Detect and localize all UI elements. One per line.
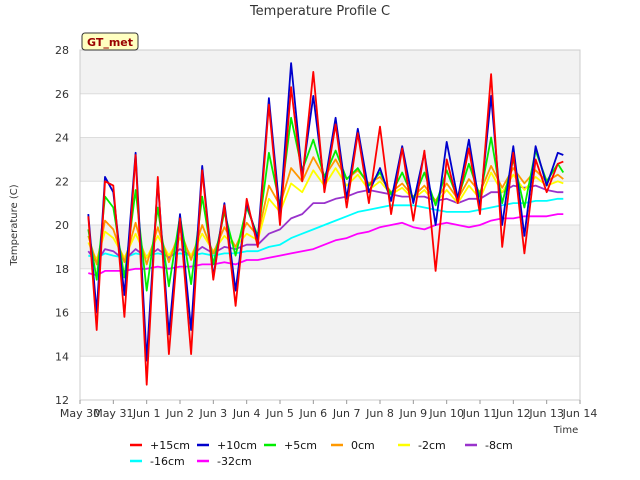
y-tick-label: 28 xyxy=(55,44,69,57)
x-tick-label: Jun 1 xyxy=(132,407,161,420)
legend-label: +10cm xyxy=(217,439,257,452)
plot-band xyxy=(80,356,580,400)
y-tick-label: 18 xyxy=(55,263,69,276)
y-tick-label: 12 xyxy=(55,394,69,407)
x-tick-label: Jun 12 xyxy=(495,407,531,420)
plot-band xyxy=(80,93,580,138)
x-tick-label: Jun 14 xyxy=(562,407,598,420)
legend-label: +5cm xyxy=(284,439,317,452)
y-tick-label: 16 xyxy=(55,307,69,320)
y-tick-label: 22 xyxy=(55,175,69,188)
x-tick-label: Jun 3 xyxy=(198,407,227,420)
plot-band xyxy=(80,312,580,357)
badge-label: GT_met xyxy=(87,36,133,49)
plot-band xyxy=(80,268,580,313)
series-lines xyxy=(87,62,565,386)
x-axis-label: Time xyxy=(553,425,578,436)
y-tick-label: 26 xyxy=(55,88,69,101)
chart-title: Temperature Profile C xyxy=(249,4,390,19)
x-tick-label: May 30 xyxy=(60,407,100,420)
x-tick-label: Jun 13 xyxy=(528,407,564,420)
legend: +15cm +10cm +5cm 0cm -2cm -8cm -16cm -32cm xyxy=(130,439,513,468)
x-tick-label: May 31 xyxy=(93,407,133,420)
x-tick-label: Jun 6 xyxy=(298,407,327,420)
series-line--8cm xyxy=(87,184,564,264)
series-line--32cm xyxy=(88,213,564,277)
legend-label: -2cm xyxy=(418,439,446,452)
y-axis-ticks: 12 14 16 18 20 22 24 26 28 xyxy=(55,44,69,407)
y-tick-label: 20 xyxy=(55,219,69,232)
legend-label: -8cm xyxy=(485,439,513,452)
y-axis-label: Temperature (C) xyxy=(9,184,20,266)
plot-band xyxy=(80,181,580,225)
x-tick-label: Jun 8 xyxy=(365,407,394,420)
legend-label: +15cm xyxy=(150,439,190,452)
x-tick-label: Jun 7 xyxy=(332,407,361,420)
x-tick-label: Jun 2 xyxy=(165,407,194,420)
legend-label: -32cm xyxy=(217,455,252,468)
legend-label: -16cm xyxy=(150,455,185,468)
x-tick-label: Jun 4 xyxy=(232,407,261,420)
legend-label: 0cm xyxy=(351,439,375,452)
x-tick-label: Jun 11 xyxy=(462,407,498,420)
y-tick-label: 14 xyxy=(55,350,69,363)
plot-band xyxy=(80,50,580,94)
x-tick-label: Jun 9 xyxy=(398,407,427,420)
x-tick-label: Jun 10 xyxy=(428,407,464,420)
series-line--16cm xyxy=(88,197,564,259)
y-tick-label: 24 xyxy=(55,132,69,145)
plot-frame xyxy=(79,49,581,401)
x-tick-label: Jun 5 xyxy=(265,407,294,420)
gt-met-badge: GT_met xyxy=(81,32,139,51)
series-line-+15cm xyxy=(87,71,564,386)
